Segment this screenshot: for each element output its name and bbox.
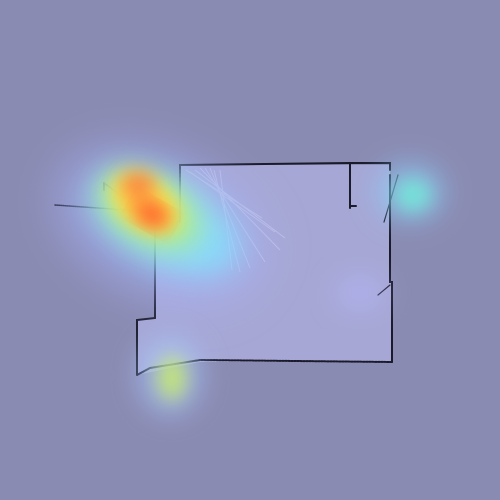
wall-right [389, 174, 393, 363]
heat-blob-top-peak [120, 171, 156, 199]
heat-blob-right-core [395, 179, 431, 211]
attention-heatmap [56, 146, 445, 415]
heat-blob-right-faint [335, 275, 385, 311]
wall-top [179, 162, 391, 171]
heat-blob-bottom-core [158, 356, 186, 400]
heat-blob-main-red [139, 204, 165, 226]
